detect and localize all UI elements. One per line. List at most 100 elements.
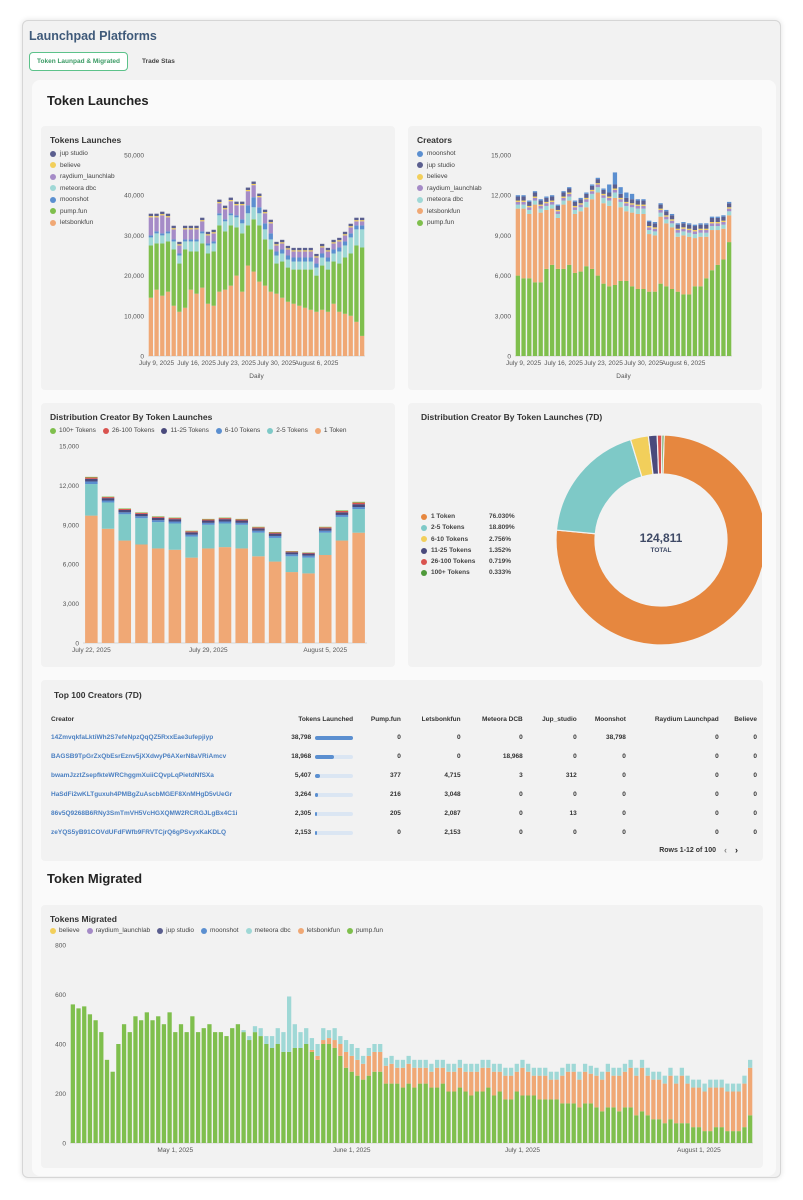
bar-segment-2-5-tokens[interactable] [151, 522, 165, 549]
bar-segment-jup-studio[interactable] [280, 239, 285, 243]
bar-segment-26-100-tokens[interactable] [151, 516, 165, 518]
bar-segment-pump-fun[interactable] [595, 275, 600, 356]
bar-segment-letsbonkfun[interactable] [639, 1067, 645, 1112]
bar-segment-pump-fun[interactable] [571, 1103, 576, 1143]
bar-segment-moonshot[interactable] [521, 195, 526, 197]
bar-segment-meteora-dbc[interactable] [622, 1063, 628, 1072]
bar-segment-believe[interactable] [595, 183, 600, 185]
bar-segment-pump-fun[interactable] [605, 1107, 610, 1143]
bar-segment-meteora-dbc[interactable] [577, 1071, 582, 1080]
bar-segment-believe[interactable] [669, 219, 675, 221]
bar-segment-believe[interactable] [567, 192, 572, 194]
bar-segment-moonshot[interactable] [291, 257, 296, 262]
bar-segment-jup-studio[interactable] [325, 247, 331, 251]
bar-segment-pump-fun[interactable] [389, 1083, 394, 1143]
bar-segment-letsbonkfun[interactable] [652, 235, 658, 292]
bar-segment-jup-studio[interactable] [635, 200, 640, 205]
bar-segment-pump-fun[interactable] [349, 1071, 354, 1143]
column-header-believe[interactable]: Believe [734, 715, 757, 723]
bar-segment-meteora-dbc[interactable] [308, 261, 313, 270]
bar-segment-letsbonkfun[interactable] [520, 1067, 525, 1096]
bar-segment-meteora-dbc[interactable] [321, 1028, 326, 1041]
bar-segment-meteora-dbc[interactable] [280, 253, 285, 262]
bar-segment-jup-studio[interactable] [681, 223, 686, 228]
bar-segment-meteora-dbc[interactable] [531, 1067, 537, 1076]
legend-item-11-25-tokens[interactable]: 11-25 Tokens 1.352% [421, 545, 515, 556]
bar-segment-6-10-tokens[interactable] [118, 512, 132, 515]
bar-segment-26-100-tokens[interactable] [185, 531, 198, 533]
bar-segment-1-token[interactable] [135, 544, 148, 644]
bar-segment-meteora-dbc[interactable] [538, 208, 543, 213]
bar-segment-jup-studio[interactable] [320, 243, 325, 247]
bar-segment-pump-fun[interactable] [668, 1119, 673, 1143]
bar-segment-believe[interactable] [217, 202, 222, 204]
bar-segment-meteora-dbc[interactable] [314, 267, 319, 276]
bar-segment-letsbonkfun[interactable] [211, 305, 216, 356]
bar-segment-letsbonkfun[interactable] [446, 1071, 451, 1092]
bar-segment-pump-fun[interactable] [93, 1020, 98, 1143]
bar-segment-100-tokens[interactable] [218, 517, 232, 519]
bar-segment-pump-fun[interactable] [182, 249, 188, 308]
bar-segment-pump-fun[interactable] [515, 275, 520, 356]
bar-segment-meteora-dbc[interactable] [715, 226, 720, 231]
bar-segment-jup-studio[interactable] [692, 226, 698, 231]
bar-segment-meteora-dbc[interactable] [400, 1059, 406, 1068]
bar-segment-letsbonkfun[interactable] [543, 1075, 548, 1100]
bar-segment-meteora-dbc[interactable] [692, 234, 698, 239]
bar-segment-raydium-launchlab[interactable] [561, 197, 566, 201]
bar-segment-believe[interactable] [211, 232, 216, 234]
bar-segment-moonshot[interactable] [297, 257, 302, 262]
bar-segment-pump-fun[interactable] [366, 1075, 371, 1143]
bar-segment-letsbonkfun[interactable] [228, 285, 233, 356]
bar-segment-pump-fun[interactable] [692, 286, 698, 356]
bar-segment-letsbonkfun[interactable] [222, 289, 228, 356]
bar-segment-meteora-dbc[interactable] [389, 1055, 394, 1064]
bar-segment-letsbonkfun[interactable] [349, 1055, 354, 1072]
bar-segment-moonshot[interactable] [314, 263, 319, 268]
bar-segment-raydium-launchlab[interactable] [308, 251, 313, 258]
bar-segment-letsbonkfun[interactable] [308, 309, 313, 356]
bar-segment-pump-fun[interactable] [544, 268, 549, 356]
bar-segment-letsbonkfun[interactable] [538, 212, 543, 283]
bar-segment-pump-fun[interactable] [121, 1024, 127, 1143]
bar-segment-jup-studio[interactable] [337, 237, 342, 241]
bar-segment-100-tokens[interactable] [135, 512, 148, 513]
bar-segment-pump-fun[interactable] [618, 280, 623, 356]
bar-segment-meteora-dbc[interactable] [526, 1063, 531, 1072]
legend-item-meteora-dbc[interactable]: meteora dbc [417, 194, 482, 206]
bar-segment-letsbonkfun[interactable] [664, 223, 669, 287]
bar-segment-meteora-dbc[interactable] [372, 1044, 377, 1052]
bar-segment-6-10-tokens[interactable] [252, 530, 265, 533]
legend-item-believe[interactable]: believe [50, 927, 80, 934]
bar-segment-pump-fun[interactable] [521, 278, 526, 356]
bar-segment-moonshot[interactable] [308, 257, 313, 262]
bar-segment-letsbonkfun[interactable] [537, 1075, 542, 1100]
bar-segment-pump-fun[interactable] [235, 1024, 241, 1143]
bar-segment-jup-studio[interactable] [521, 196, 526, 201]
bar-segment-meteora-dbc[interactable] [298, 1032, 303, 1048]
bar-segment-11-25-tokens[interactable] [252, 528, 265, 531]
bar-segment-meteora-dbc[interactable] [669, 223, 675, 228]
bar-segment-letsbonkfun[interactable] [205, 303, 211, 356]
bar-segment-jup-studio[interactable] [669, 215, 675, 220]
bar-segment-26-100-tokens[interactable] [85, 477, 98, 479]
bar-segment-letsbonkfun[interactable] [217, 291, 222, 356]
bar-segment-meteora-dbc[interactable] [302, 261, 308, 270]
chevron-right-icon[interactable]: › [735, 845, 738, 855]
bar-segment-raydium-launchlab[interactable] [538, 205, 543, 209]
bar-segment-meteora-dbc[interactable] [332, 1028, 337, 1041]
bar-segment-pump-fun[interactable] [594, 1107, 599, 1143]
bar-segment-pump-fun[interactable] [578, 271, 583, 356]
bar-segment-11-25-tokens[interactable] [235, 520, 248, 523]
bar-segment-believe[interactable] [285, 248, 291, 250]
bar-segment-meteora-dbc[interactable] [578, 207, 583, 212]
bar-segment-pump-fun[interactable] [538, 282, 543, 356]
bar-segment-100-tokens[interactable] [85, 476, 98, 478]
bar-segment-meteora-dbc[interactable] [241, 1030, 246, 1033]
bar-segment-pump-fun[interactable] [554, 1099, 559, 1143]
bar-segment-believe[interactable] [280, 242, 285, 244]
bar-segment-meteora-dbc[interactable] [423, 1059, 428, 1068]
bar-segment-pump-fun[interactable] [360, 247, 365, 336]
bar-segment-jup-studio[interactable] [629, 199, 635, 204]
bar-segment-pump-fun[interactable] [378, 1071, 383, 1143]
